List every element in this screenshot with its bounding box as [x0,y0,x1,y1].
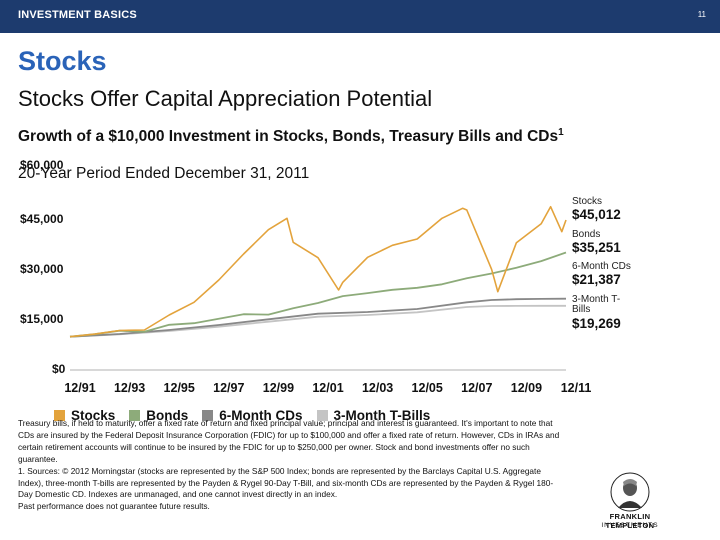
y-tick-label: $0 [52,362,66,376]
footnote-mark: 1 [558,127,564,138]
page-title: Stocks [18,46,107,76]
y-tick-label: $60,000 [20,158,64,172]
chart-lines [69,205,567,338]
franklin-templeton-logo: FRANKLIN TEMPLETON INVESTMENTS [590,468,670,534]
end-label-name-6-month-cds: 6-Month CDs [572,261,631,272]
end-label-value-stocks: $45,012 [572,207,621,222]
legend-item-6-month-cds: 6-Month CDs [202,408,303,423]
page-number: 11 [697,10,706,19]
legend-swatch [202,410,214,421]
chart-period: 20-Year Period Ended December 31, 2011 [18,165,310,182]
x-tick-label: 12/01 [312,381,344,395]
end-label-value-3-month-t-bills: $19,269 [572,316,621,331]
footnote-disclaimer: Treasury bills, if held to maturity, off… [18,418,560,464]
legend-swatch [129,410,141,421]
portrait-icon [610,472,650,512]
y-tick-label: $30,000 [20,262,64,276]
logo-line2: INVESTMENTS [601,522,659,529]
y-tick-label: $15,000 [20,312,64,326]
series-line-bonds [69,251,567,338]
series-line-3-month-t-bills [69,304,566,338]
x-tick-label: 12/05 [411,381,443,395]
y-tick-label: $45,000 [20,212,64,226]
legend-item-bonds: Bonds [129,408,188,423]
legend-swatch [316,410,328,421]
growth-chart [69,205,567,371]
end-label-name-bonds: Bonds [572,229,601,240]
x-tick-label: 12/09 [510,381,543,395]
page-subtitle: Stocks Offer Capital Appreciation Potent… [18,86,433,111]
x-tick-label: 12/03 [361,381,394,395]
x-tick-label: 12/95 [163,381,195,395]
legend-swatch [54,410,65,421]
end-label-name-stocks: Stocks [572,196,603,207]
legend-label: Bonds [146,408,189,423]
x-tick-label: 12/07 [461,381,493,395]
chart-title-text: Growth of a $10,000 Investment in Stocks… [18,128,559,146]
legend-item-3-month-t-bills: 3-Month T-Bills [316,408,431,423]
x-tick-label: 12/11 [560,381,592,395]
legend-item-stocks: Stocks [54,408,115,423]
end-label-name-3-month-t-bills: 3-Month T- Bills [572,294,621,315]
end-label-value-bonds: $35,251 [572,240,621,255]
section-label: INVESTMENT BASICS [18,9,137,21]
footnote-past-performance: Past performance does not guarantee futu… [18,501,210,512]
logo-line1: FRANKLIN TEMPLETON [605,512,655,530]
chart-title: Growth of a $10,000 Investment in Stocks… [18,122,578,147]
x-tick-label: 12/93 [113,381,146,395]
footnote-sources: 1. Sources: © 2012 Morningstar (stocks a… [18,465,554,500]
footnotes: Treasury bills, if held to maturity, off… [18,418,566,513]
header-bar: INVESTMENT BASICS 11 [0,0,720,33]
legend-label: 3-Month T-Bills [333,408,431,423]
legend-label: 6-Month CDs [219,408,303,423]
chart-legend: Stocks Bonds 6-Month CDs 3-Month T-Bills [54,408,430,423]
end-label-value-6-month-cds: $21,387 [572,272,621,287]
x-tick-label: 12/99 [262,381,295,395]
series-line-6-month-cds [69,297,567,338]
series-line-stocks [69,205,567,338]
x-tick-label: 12/97 [213,381,245,395]
legend-label: Stocks [71,408,116,423]
x-tick-label: 12/91 [64,381,96,395]
